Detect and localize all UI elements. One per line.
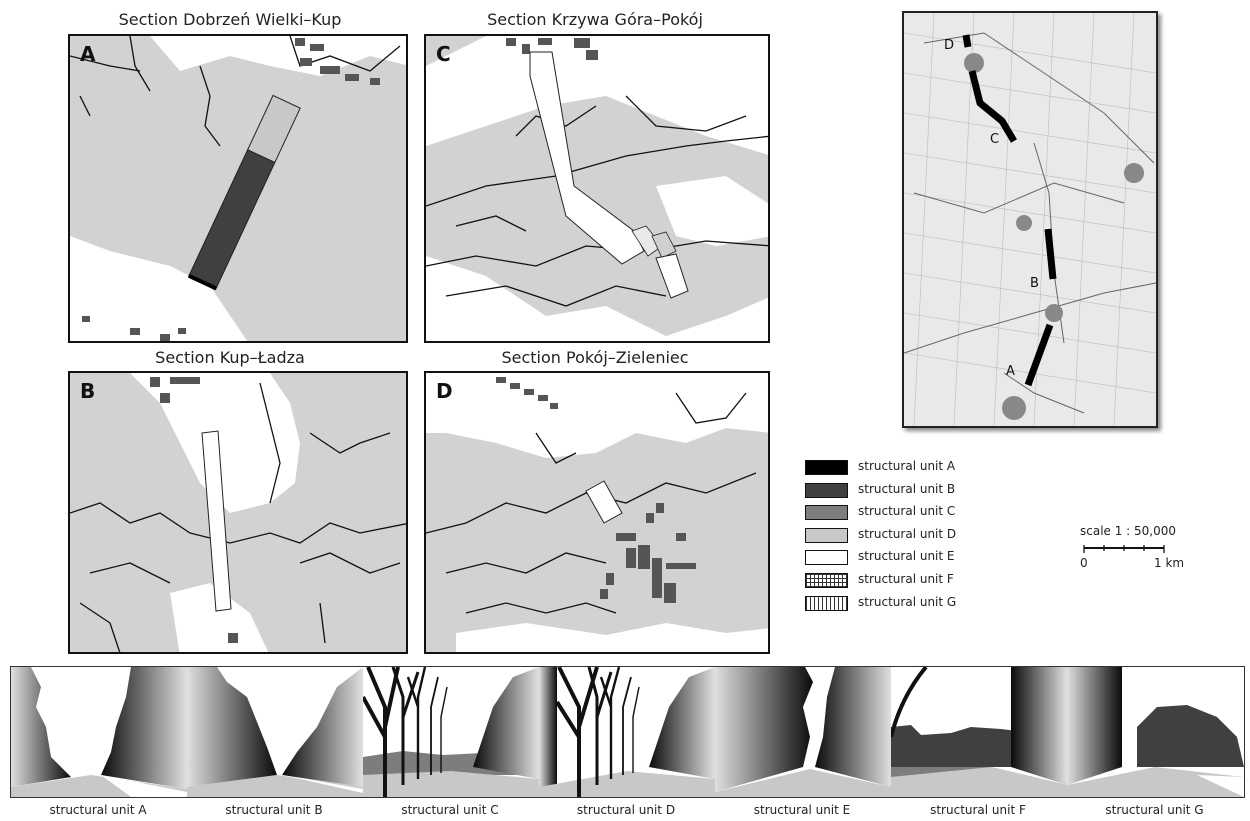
- panel-letter-d: D: [436, 379, 453, 403]
- legend-item: structural unit G: [805, 594, 1005, 617]
- legend-item: structural unit A: [805, 458, 1005, 481]
- legend-item: structural unit F: [805, 571, 1005, 594]
- section-title-a: Section Dobrzeń Wielki–Kup: [118, 10, 342, 29]
- legend-swatch: [805, 482, 848, 498]
- map-panel-c: C: [424, 34, 770, 343]
- strip-cell-c: [363, 667, 539, 797]
- overview-label-c: C: [990, 132, 999, 147]
- legend-swatch: [805, 505, 848, 521]
- overview-label-b: B: [1030, 276, 1039, 291]
- overview-label-d: D: [944, 38, 954, 53]
- legend-item: structural unit B: [805, 481, 1005, 504]
- legend-swatch: [805, 595, 848, 611]
- legend-swatch: [805, 550, 848, 566]
- strip-label-f: structural unit F: [930, 803, 1026, 817]
- legend-item: structural unit E: [805, 548, 1005, 571]
- panel-letter-a: A: [80, 42, 96, 66]
- legend-label: structural unit C: [858, 504, 956, 519]
- strip-label-a: structural unit A: [49, 803, 147, 817]
- strip-cell-a: [11, 667, 187, 797]
- strip-cell-e: [715, 667, 891, 797]
- strip-cell-f: [891, 667, 1067, 797]
- scale-bar-graphic: [1083, 545, 1165, 553]
- legend-item: structural unit C: [805, 503, 1005, 526]
- legend: structural unit A structural unit B stru…: [805, 458, 1005, 616]
- scale-start: 0: [1080, 556, 1088, 570]
- panel-letter-b: B: [80, 379, 96, 403]
- strip-cell-g: [1067, 667, 1244, 797]
- strip-cell-d: [539, 667, 715, 797]
- strip-label-e: structural unit E: [753, 803, 851, 817]
- legend-swatch: [805, 460, 848, 475]
- perspective-strip: [10, 666, 1245, 798]
- strip-label-b: structural unit B: [225, 803, 323, 817]
- scale-label: scale 1 : 50,000: [1080, 524, 1177, 538]
- legend-label: structural unit G: [858, 594, 957, 609]
- strip-label-c: structural unit C: [401, 803, 499, 817]
- map-panel-d: D: [424, 371, 770, 654]
- legend-label: structural unit D: [858, 526, 957, 541]
- map-panel-b: B: [68, 371, 408, 654]
- legend-label: structural unit A: [858, 459, 956, 473]
- strip-label-g: structural unit G: [1105, 803, 1204, 817]
- map-panel-a: A: [68, 34, 408, 343]
- section-title-d: Section Pokój–Zieleniec: [501, 348, 689, 367]
- panel-letter-c: C: [436, 42, 451, 66]
- scale-end: 1 km: [1154, 556, 1185, 570]
- strip-label-d: structural unit D: [576, 803, 676, 817]
- section-title-c: Section Krzywa Góra–Pokój: [487, 10, 703, 29]
- legend-label: structural unit E: [858, 549, 955, 564]
- section-title-b: Section Kup–Ładza: [155, 348, 305, 367]
- legend-label: structural unit F: [858, 571, 954, 586]
- legend-swatch: [805, 527, 848, 543]
- scale-bar: scale 1 : 50,000 0 1 km: [1080, 524, 1220, 574]
- legend-swatch: [805, 572, 848, 588]
- overview-label-a: A: [1006, 364, 1015, 379]
- strip-cell-b: [187, 667, 363, 797]
- legend-label: structural unit B: [858, 481, 956, 496]
- legend-item: structural unit D: [805, 526, 1005, 549]
- overview-map: D C B A: [902, 11, 1158, 428]
